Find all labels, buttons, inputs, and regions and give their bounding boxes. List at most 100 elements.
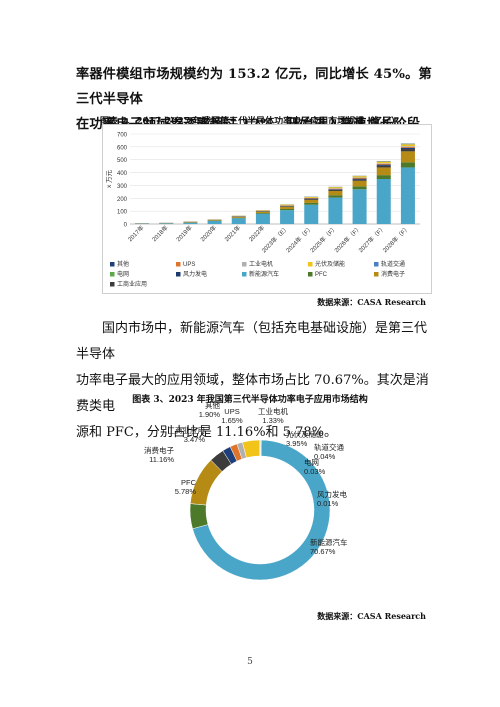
slice-name-label: PFC bbox=[181, 478, 197, 487]
bar-segment bbox=[376, 161, 391, 164]
y-axis-label: x 万元 bbox=[105, 169, 113, 188]
bar-segment bbox=[255, 213, 270, 224]
legend-label: 其他 bbox=[117, 260, 129, 268]
legend-label: 工商业应用 bbox=[117, 280, 147, 288]
slice-name-label: 工商业应用 bbox=[168, 425, 206, 435]
bar-segment bbox=[304, 199, 319, 203]
legend-label: 工业电机 bbox=[249, 260, 273, 268]
bar-segment bbox=[376, 164, 391, 166]
bar-segment bbox=[231, 216, 246, 218]
slice-value-label: 1.65% bbox=[221, 416, 243, 425]
bar-segment bbox=[376, 163, 391, 165]
bar-segment bbox=[328, 188, 343, 190]
bar-segment bbox=[400, 151, 415, 163]
y-tick-label: 600 bbox=[117, 145, 128, 151]
bar-segment bbox=[376, 175, 391, 179]
slice-value-label: 70.67% bbox=[310, 547, 336, 556]
legend-label: PFC bbox=[315, 272, 328, 278]
bar-segment bbox=[328, 190, 343, 196]
bar-segment bbox=[376, 165, 391, 168]
bar-segment bbox=[400, 146, 415, 147]
bar-segment bbox=[352, 186, 367, 190]
donut-slice bbox=[192, 439, 331, 581]
bar-segment bbox=[352, 189, 367, 224]
slice-value-label: 3.95% bbox=[286, 439, 308, 448]
legend-swatch bbox=[374, 272, 379, 277]
page-number: 5 bbox=[247, 657, 253, 667]
slice-name-label: 光伏及储能 bbox=[286, 429, 324, 439]
legend-label: 新能源汽车 bbox=[249, 270, 279, 278]
bar-segment bbox=[304, 204, 319, 224]
legend-label: 消费电子 bbox=[381, 270, 405, 278]
y-tick-label: 100 bbox=[117, 210, 128, 216]
donut-slice bbox=[189, 503, 209, 530]
legend-label: 光伏及储能 bbox=[315, 260, 345, 268]
bar-segment bbox=[400, 167, 415, 224]
bar-segment bbox=[352, 179, 367, 181]
figure3-title: 图表 3、2023 年我国第三代半导体功率电子应用市场结构 bbox=[132, 395, 368, 405]
slice-name-label: 电网 bbox=[304, 457, 319, 467]
bar-segment bbox=[231, 217, 246, 219]
bar-segment bbox=[328, 189, 343, 190]
bar-segment bbox=[376, 163, 391, 164]
body-line: 国内市场中，新能源汽车（包括充电基础设施）是第三代半导体 bbox=[76, 321, 428, 362]
intro-line: 率器件模组市场规模约为 153.2 亿元，同比增长 45%。第三代半导体 bbox=[76, 67, 432, 107]
bar-segment bbox=[280, 208, 295, 211]
bar-segment bbox=[328, 197, 343, 224]
bar-segment bbox=[328, 195, 343, 198]
slice-name-label: UPS bbox=[224, 407, 239, 416]
bar-segment bbox=[231, 218, 246, 224]
bar-segment bbox=[400, 162, 415, 168]
y-tick-label: 700 bbox=[117, 133, 128, 139]
slice-value-label: 5.78% bbox=[175, 487, 197, 496]
legend-label: 电网 bbox=[117, 270, 129, 278]
legend-swatch bbox=[242, 272, 247, 277]
figure2-source: 数据来源：CASA Research bbox=[317, 297, 426, 307]
legend-swatch bbox=[374, 262, 379, 267]
slice-name-label: 工业电机 bbox=[258, 406, 288, 416]
legend-swatch bbox=[110, 262, 115, 267]
bar-segment bbox=[400, 147, 415, 150]
slice-name-label: 消费电子 bbox=[144, 445, 174, 455]
bar-segment bbox=[304, 198, 319, 199]
slice-value-label: 1.33% bbox=[262, 416, 284, 425]
slice-value-label: 3.47% bbox=[184, 435, 206, 444]
bar-segment bbox=[207, 220, 222, 224]
legend-swatch bbox=[242, 262, 247, 267]
bar-segment bbox=[304, 197, 319, 198]
slice-value-label: 11.16% bbox=[149, 455, 174, 464]
legend-label: 风力发电 bbox=[183, 270, 207, 278]
bar-segment bbox=[255, 211, 270, 213]
figure2-title: 图表 2、2017-2027 年我国第三代半导体功率电子应用市场规模（亿元） bbox=[99, 117, 401, 127]
bar-segment bbox=[280, 206, 295, 209]
body-line: 源和 PFC，分别占比是 11.16%和 5.78%。 bbox=[76, 425, 337, 440]
bar-segment bbox=[352, 176, 367, 178]
bar-segment bbox=[207, 220, 222, 221]
bar-segment bbox=[280, 206, 295, 207]
slice-name-label: 风力发电 bbox=[317, 489, 347, 499]
slice-value-label: 0.01% bbox=[317, 499, 339, 508]
legend-swatch bbox=[110, 282, 115, 287]
legend-swatch bbox=[308, 262, 313, 267]
y-tick-label: 200 bbox=[117, 197, 128, 203]
legend-swatch bbox=[176, 272, 181, 277]
bar-segment bbox=[376, 167, 391, 176]
body-paragraph: 国内市场中，新能源汽车（包括充电基础设施）是第三代半导体 功率电子最大的应用领域… bbox=[76, 316, 438, 446]
y-tick-label: 400 bbox=[117, 171, 128, 177]
bar-segment bbox=[400, 146, 415, 148]
y-tick-label: 500 bbox=[117, 158, 128, 164]
bar-segment bbox=[352, 180, 367, 187]
bar-segment bbox=[280, 210, 295, 224]
slice-name-label: 轨道交通 bbox=[314, 442, 344, 452]
donut-slice bbox=[260, 439, 263, 457]
legend-swatch bbox=[110, 272, 115, 277]
bar-segment bbox=[183, 222, 198, 224]
slice-value-label: 0.03% bbox=[304, 467, 326, 476]
bar-segment bbox=[376, 179, 391, 224]
slice-value-label: 0.04% bbox=[314, 452, 336, 461]
bar-segment bbox=[400, 149, 415, 152]
body-line: 功率电子最大的应用领域，整体市场占比 70.67%。其次是消费类电 bbox=[76, 373, 429, 414]
bar-segment bbox=[328, 189, 343, 191]
